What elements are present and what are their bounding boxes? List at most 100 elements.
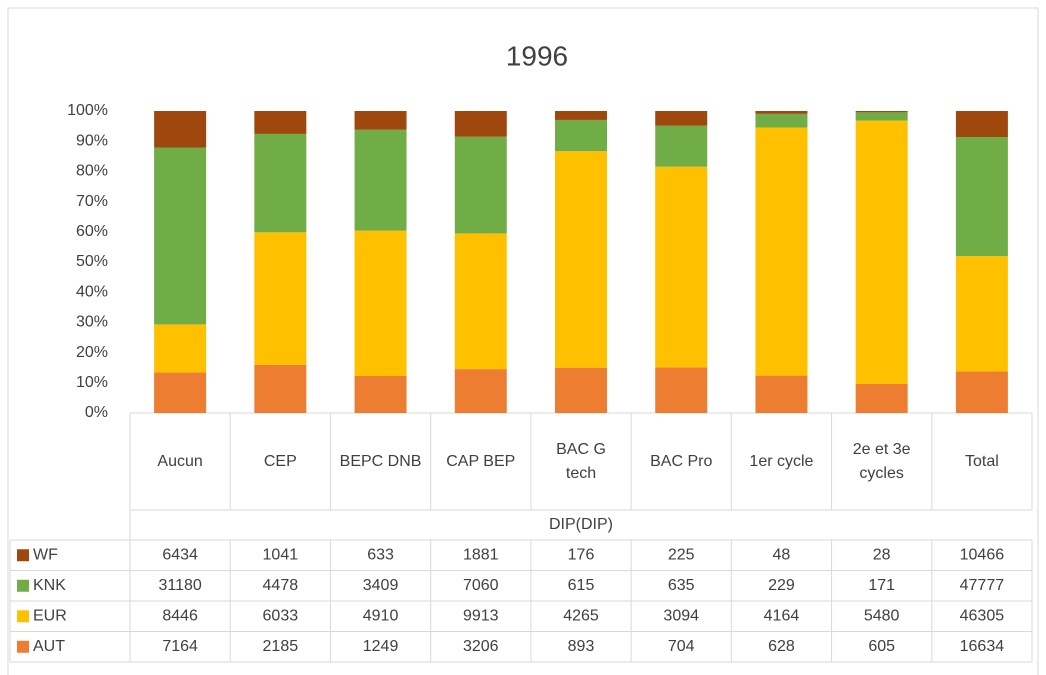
table-cell: 635 [668, 577, 695, 594]
bar-segment [454, 369, 507, 413]
bar-segment [655, 166, 708, 368]
legend-swatch [17, 610, 29, 623]
bar-segment [955, 111, 1008, 138]
bar-segment [755, 113, 808, 128]
y-tick-label: 30% [76, 314, 108, 331]
x-tick-label-box: Total [964, 453, 999, 470]
table-cell: 4478 [263, 577, 299, 594]
table-cell: 4910 [363, 607, 399, 624]
table-cell: 171 [868, 577, 895, 594]
table-cell: 28 [873, 546, 891, 563]
bar-segment [655, 111, 708, 126]
y-tick-label: 70% [76, 193, 108, 210]
table-cell: 6434 [162, 546, 198, 563]
x-tick-label-box: 2e et 3e cycles [852, 441, 911, 482]
table-cell: 628 [768, 638, 795, 655]
chart-title: 1996 [506, 40, 568, 71]
y-tick-label: 80% [76, 163, 108, 180]
bar-segment [855, 120, 908, 384]
table-cell: 605 [868, 638, 895, 655]
legend-label: AUT [33, 638, 65, 655]
table-cell: 2185 [263, 638, 299, 655]
x-tick-label-box: Aucun [157, 453, 202, 470]
bar-segment [454, 233, 507, 370]
bar-segment [154, 111, 207, 148]
table-cell: 3206 [463, 638, 499, 655]
bar-segment [454, 111, 507, 137]
x-tick-label: Total [964, 453, 999, 470]
table-cell: 1881 [463, 546, 499, 563]
bar-segment [955, 371, 1008, 413]
x-tick-label-box: BEPC DNB [340, 453, 422, 470]
legend-swatch [17, 640, 29, 653]
bar-segment [855, 112, 908, 121]
bar-segment [254, 232, 307, 365]
table-cell: 704 [668, 638, 695, 655]
table-cell: 176 [568, 546, 595, 563]
y-tick-label: 100% [67, 102, 108, 119]
legend-label: EUR [33, 607, 67, 624]
bar-segment [755, 127, 808, 376]
bar-segment [254, 364, 307, 413]
bar-segment [655, 125, 708, 167]
x-tick-label: 1er cycle [749, 453, 814, 470]
bar-segment [555, 119, 607, 152]
x-tick-label: BAC Pro [650, 453, 713, 470]
table-cell: 7060 [463, 577, 499, 594]
table-cell: 16634 [960, 638, 1005, 655]
table-cell: 3409 [363, 577, 399, 594]
x-tick-label: CAP BEP [446, 453, 516, 470]
bar-segment [855, 111, 908, 113]
x-axis-label: DIP(DIP) [549, 516, 613, 533]
table-cell: 615 [568, 577, 595, 594]
bar-segment [555, 111, 607, 120]
bar-segment [154, 324, 207, 373]
table-cell: 46305 [960, 607, 1005, 624]
table-cell: 5480 [864, 607, 900, 624]
table-cell: 6033 [263, 607, 299, 624]
bar-segment [354, 129, 407, 231]
y-tick-label: 90% [76, 132, 108, 149]
table-cell: 47777 [960, 577, 1005, 594]
x-tick-label-box: BAC Pro [650, 453, 713, 470]
x-tick-label: CEP [263, 453, 297, 470]
y-tick-label: 40% [76, 283, 108, 300]
bar-segment [154, 147, 207, 325]
y-tick-label: 0% [85, 404, 108, 421]
x-tick-label: 2e et 3e cycles [852, 441, 911, 482]
x-tick-label-box: BAC G tech [556, 441, 606, 482]
bar-segment [254, 111, 307, 134]
x-tick-label-box: CEP [263, 453, 297, 470]
bar-segment [955, 256, 1008, 372]
legend-label: KNK [33, 577, 66, 594]
y-tick-label: 10% [76, 374, 108, 391]
bar-segment [755, 111, 808, 114]
bar-segment [154, 372, 207, 413]
table-cell: 8446 [162, 607, 198, 624]
table-cell: 48 [773, 546, 791, 563]
bar-segment [555, 367, 607, 413]
table-cell: 3094 [663, 607, 699, 624]
table-cell: 225 [668, 546, 695, 563]
bar-segment [555, 151, 607, 368]
table-cell: 1041 [263, 546, 299, 563]
x-tick-label: BAC G tech [556, 441, 606, 482]
table-cell: 31180 [158, 577, 201, 594]
bar-segment [955, 137, 1008, 257]
table-cell: 10466 [960, 546, 1005, 563]
bar-segment [354, 376, 407, 413]
table-cell: 4265 [563, 607, 599, 624]
x-tick-label-box: 1er cycle [749, 453, 814, 470]
table-cell: 893 [568, 638, 595, 655]
table-cell: 1249 [363, 638, 399, 655]
bar-segment [655, 367, 708, 413]
y-tick-label: 50% [76, 253, 108, 270]
table-cell: 633 [367, 546, 394, 563]
bar-segment [855, 383, 908, 413]
legend-label: WF [33, 546, 58, 563]
bar-segment [454, 136, 507, 234]
table-cell: 9913 [463, 607, 499, 624]
legend-swatch [17, 579, 29, 592]
y-tick-label: 20% [76, 344, 108, 361]
table-cell: 4164 [764, 607, 800, 624]
